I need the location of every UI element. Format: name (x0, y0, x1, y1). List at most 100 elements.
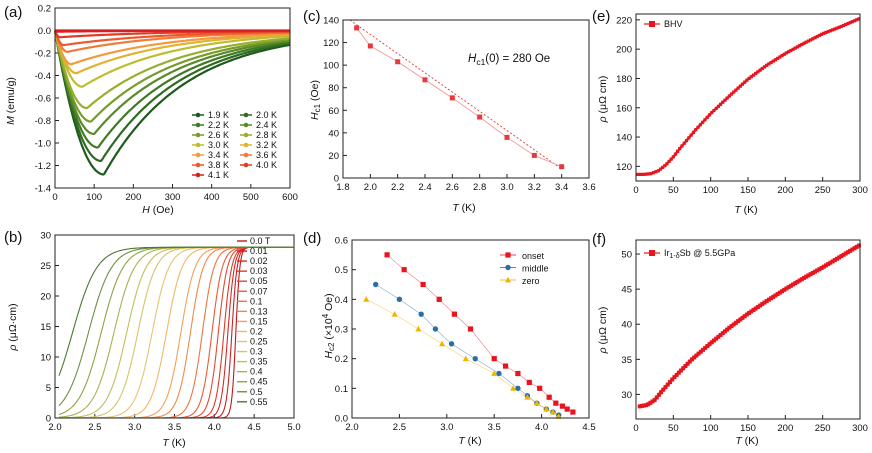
panel-b-label: (b) (4, 229, 22, 246)
panel-d-point-zero (533, 399, 540, 406)
panel-e-ytick-label: 120 (616, 162, 632, 173)
panel-e-point (738, 84, 742, 88)
panel-f-ylabel: ρ (μΩ cm) (597, 307, 609, 355)
panel-d-point-middle (448, 341, 455, 347)
panel-e-point (671, 155, 675, 159)
panel-f-point (676, 370, 681, 375)
panel-d-point-zero (549, 408, 556, 415)
panel-e-point (813, 36, 817, 40)
panel-e-point (694, 128, 698, 132)
panel-e-point (817, 33, 821, 38)
panel-e-point (751, 73, 756, 77)
panel-f-point (815, 268, 820, 273)
panel-e-point (691, 130, 696, 135)
panel-a-xlabel: H (Oe) (142, 204, 174, 216)
panel-c-ytick-label: 80 (328, 83, 339, 94)
panel-f-point (720, 331, 725, 336)
panel-b-xtick-label: 3.5 (168, 422, 181, 433)
panel-c-point (531, 152, 537, 158)
panel-c-xtick-label: 2.4 (418, 182, 431, 193)
panel-a-legend-label: 2.2 K (208, 120, 229, 130)
panel-f-xtick-label: 300 (852, 423, 868, 434)
panel-d-point-middle (496, 370, 502, 377)
panel-a-curve-19K (53, 30, 291, 176)
panel-d-xtick-label: 3.0 (440, 422, 453, 433)
panel-a-legend-marker (195, 162, 201, 168)
panel-e-point (804, 40, 808, 44)
panel-c-point (504, 134, 510, 140)
panel-c-xtick-label: 3.6 (582, 182, 595, 193)
panel-f-point (804, 274, 809, 279)
panel-e-point (826, 30, 830, 34)
panel-a-legend-marker (195, 152, 201, 158)
panel-e-resistivity-bhv: (e) T (K) ρ (μΩ cm) 0 50 100 150 200 250 300 12… (592, 8, 868, 216)
panel-d-ylabel: Hc2 (×104 Oe) (321, 293, 336, 358)
panel-d-point-middle (373, 281, 379, 288)
panel-a-ytick-label: 0.0 (38, 26, 51, 37)
panel-d-point-zero (462, 355, 469, 362)
panel-e-point (855, 18, 859, 22)
panel-f-point (793, 281, 798, 286)
panel-e-xtick-label: 150 (740, 185, 756, 196)
panel-e-point (839, 24, 843, 29)
panel-c-ytick-label: 0 (334, 174, 339, 185)
panel-b-xtick-label: 2.0 (48, 422, 61, 433)
panel-e-point (673, 152, 678, 156)
panel-b-legend-label: 0.2 (250, 326, 263, 336)
panel-d-hc2: (d) T (K) Hc2 (×104 Oe) 2.0 2.5 3.0 3.5 4.0 4… (303, 230, 596, 447)
panel-d-point-zero (415, 325, 422, 332)
panel-e-point (758, 68, 762, 72)
panel-f-ytick-label: 35 (621, 355, 632, 366)
panel-d-point-zero (524, 394, 531, 400)
panel-e-point (743, 80, 747, 84)
panel-f-point (672, 375, 677, 380)
panel-b-ytick-label: 30 (40, 231, 51, 242)
panel-d-line-onset (386, 254, 574, 413)
panel-f-ytick-label: 50 (621, 250, 632, 261)
panel-f-point (845, 250, 850, 255)
panel-f-point (738, 317, 743, 322)
panel-c-point (559, 164, 565, 170)
panel-f-point (780, 289, 785, 294)
panel-e-point (729, 92, 734, 96)
panel-d-ytick-label: 0.5 (335, 265, 348, 276)
panel-c-point (395, 59, 401, 65)
panel-e-point (819, 32, 824, 36)
panel-c-fit-line (349, 19, 562, 170)
panel-c-xlabel: T (K) (452, 202, 475, 214)
panel-f-point (802, 275, 806, 280)
panel-e-point (776, 56, 780, 60)
panel-e-ytick-label: 160 (616, 103, 632, 114)
panel-a-curve-41K (54, 29, 290, 33)
panel-a-legend-label: 3.2 K (256, 140, 277, 150)
panel-b-legend-label: 0.45 (250, 377, 268, 387)
panel-e-point (815, 34, 819, 39)
panel-f-point (837, 255, 842, 260)
panel-d-xtick-label: 3.5 (488, 422, 501, 433)
panel-c-point (354, 25, 360, 31)
panel-d-point-middle (418, 311, 424, 317)
panel-e-point (705, 115, 709, 119)
panel-f-point (775, 292, 780, 297)
panel-e-point (760, 66, 764, 71)
panel-b-xlabel: T (K) (162, 437, 185, 449)
panel-a-ytick-label: -0.2 (35, 49, 51, 60)
panel-b-ytick-label: 0 (46, 414, 51, 425)
panel-f-point (654, 395, 659, 400)
panel-e-xtick-label: 300 (852, 185, 868, 196)
panel-d-ytick-label: 0.2 (335, 354, 348, 365)
panel-a-curve-28K (53, 30, 291, 110)
panel-a-legend-marker (195, 132, 201, 138)
panel-d-point-onset (384, 252, 390, 258)
panel-d-point-onset (526, 379, 532, 385)
panel-e-point (689, 133, 693, 137)
panel-f-point (812, 269, 817, 274)
panel-a-ytick-label: -1.0 (35, 139, 51, 150)
panel-a-curve-34K (53, 30, 290, 66)
panel-d-ytick-label: 0.3 (335, 325, 348, 336)
panel-f-point (791, 282, 796, 287)
panel-f-point (639, 403, 644, 408)
panel-e-point (667, 159, 671, 164)
panel-f-point (760, 302, 765, 307)
panel-e-point (647, 172, 651, 176)
